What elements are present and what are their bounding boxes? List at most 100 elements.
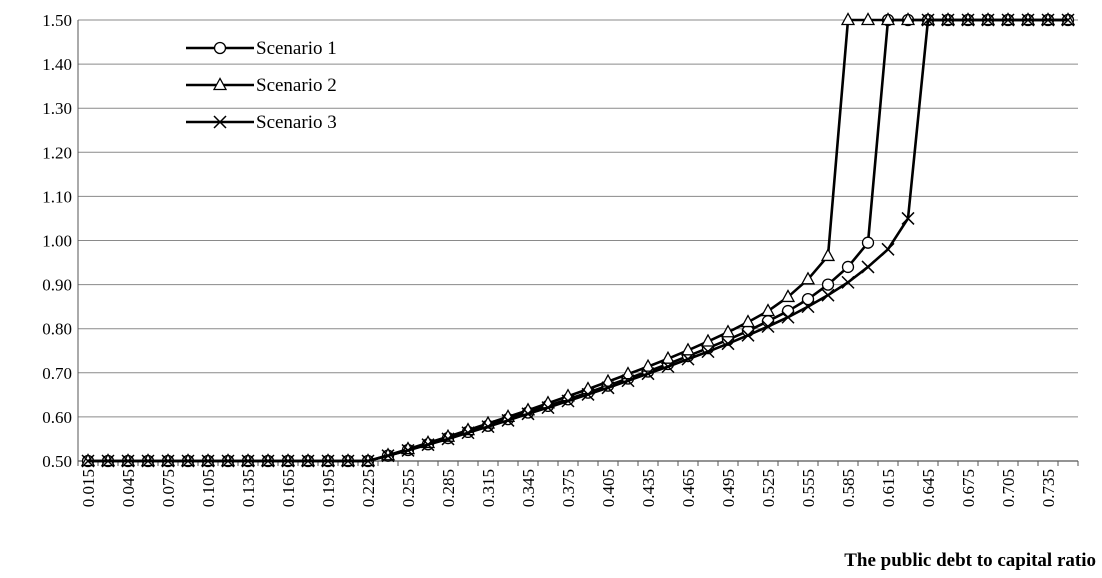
data-point — [801, 293, 815, 306]
data-point — [141, 454, 155, 468]
y-tick-label: 1.20 — [42, 143, 72, 162]
data-point — [840, 12, 856, 26]
data-point — [841, 275, 855, 289]
y-tick-label: 1.50 — [42, 11, 72, 30]
x-tick-label: 0.375 — [559, 469, 578, 507]
y-tick-label: 1.10 — [42, 187, 72, 206]
x-tick-label: 0.705 — [999, 469, 1018, 507]
x-tick-label: 0.555 — [799, 469, 818, 507]
data-point — [740, 314, 756, 328]
x-tick-label: 0.345 — [519, 469, 538, 507]
data-point — [621, 374, 635, 388]
data-point — [620, 366, 636, 380]
y-tick-label: 0.90 — [42, 276, 72, 295]
x-tick-label: 0.255 — [399, 469, 418, 507]
x-axis-label: The public debt to capital ratio — [844, 550, 1096, 571]
y-tick-label: 0.80 — [42, 320, 72, 339]
y-tick-label: 0.70 — [42, 364, 72, 383]
data-point — [821, 288, 835, 302]
data-point — [181, 454, 195, 468]
data-point — [861, 236, 875, 249]
legend-marker — [213, 115, 227, 129]
data-point — [281, 454, 295, 468]
data-point — [261, 454, 275, 468]
data-point — [421, 438, 435, 452]
legend-label: Scenario 2 — [256, 75, 337, 96]
x-tick-label: 0.315 — [479, 469, 498, 507]
data-point — [1021, 13, 1035, 27]
data-point — [820, 248, 836, 262]
x-tick-label: 0.465 — [679, 469, 698, 507]
data-point — [741, 328, 755, 342]
axes: 0.50 0.60 0.70 0.80 0.90 1.00 1.10 1.20 1.30 1.40… — [42, 11, 1079, 507]
data-point — [241, 454, 255, 468]
data-point — [821, 278, 835, 291]
data-point — [701, 345, 715, 359]
data-point — [640, 358, 656, 372]
data-point — [461, 426, 475, 440]
y-tick-label: 0.50 — [42, 452, 72, 471]
data-point — [720, 324, 736, 338]
data-point — [441, 432, 455, 446]
data-point — [921, 13, 935, 27]
x-tick-label: 0.405 — [599, 469, 618, 507]
x-tick-label: 0.735 — [1039, 469, 1058, 507]
data-point — [641, 367, 655, 381]
legend-item-1: Scenario 1 — [186, 38, 337, 59]
legend: Scenario 1 Scenario 2 Scenario 3 — [186, 38, 337, 133]
data-point — [321, 454, 335, 468]
data-point — [1041, 13, 1055, 27]
legend-item-3: Scenario 3 — [186, 112, 337, 133]
data-point — [201, 454, 215, 468]
series-layer — [80, 12, 1076, 468]
data-point — [521, 407, 535, 421]
data-point — [781, 310, 795, 324]
y-tick-label: 1.40 — [42, 55, 72, 74]
data-point — [221, 454, 235, 468]
data-point — [1061, 13, 1075, 27]
x-tick-label: 0.285 — [439, 469, 458, 507]
x-tick-label: 0.015 — [79, 469, 98, 507]
data-point — [841, 260, 855, 274]
data-point — [800, 271, 816, 285]
y-tick-label: 1.30 — [42, 99, 72, 118]
legend-label: Scenario 3 — [256, 112, 337, 133]
data-point — [900, 12, 916, 26]
data-point — [561, 394, 575, 408]
gridlines — [78, 19, 1078, 462]
data-point — [81, 454, 95, 468]
data-point — [961, 13, 975, 27]
x-tick-label: 0.195 — [319, 469, 338, 507]
data-point — [801, 300, 815, 314]
x-tick-label: 0.105 — [199, 469, 218, 507]
data-point — [481, 420, 495, 434]
y-tick-label: 0.60 — [42, 408, 72, 427]
series-3 — [81, 13, 1075, 468]
data-point — [361, 454, 375, 468]
data-point — [880, 12, 896, 26]
data-point — [661, 360, 675, 374]
x-tick-label: 0.075 — [159, 469, 178, 507]
x-tick-label: 0.585 — [839, 469, 858, 507]
data-point — [860, 12, 876, 26]
data-point — [1001, 13, 1015, 27]
data-point — [660, 350, 676, 364]
data-point — [501, 413, 515, 427]
data-point — [161, 454, 175, 468]
data-point — [941, 13, 955, 27]
data-point — [600, 373, 616, 387]
data-point — [681, 352, 695, 366]
x-tick-label: 0.165 — [279, 469, 298, 507]
x-tick-label: 0.135 — [239, 469, 258, 507]
legend-marker — [212, 77, 228, 91]
data-point — [901, 211, 915, 225]
data-point — [761, 319, 775, 334]
data-point — [101, 454, 115, 468]
data-point — [680, 342, 696, 356]
data-point — [780, 289, 796, 303]
data-point — [881, 242, 895, 256]
x-tick-label: 0.525 — [759, 469, 778, 507]
x-tick-label: 0.615 — [879, 469, 898, 507]
legend-item-2: Scenario 2 — [186, 75, 337, 96]
